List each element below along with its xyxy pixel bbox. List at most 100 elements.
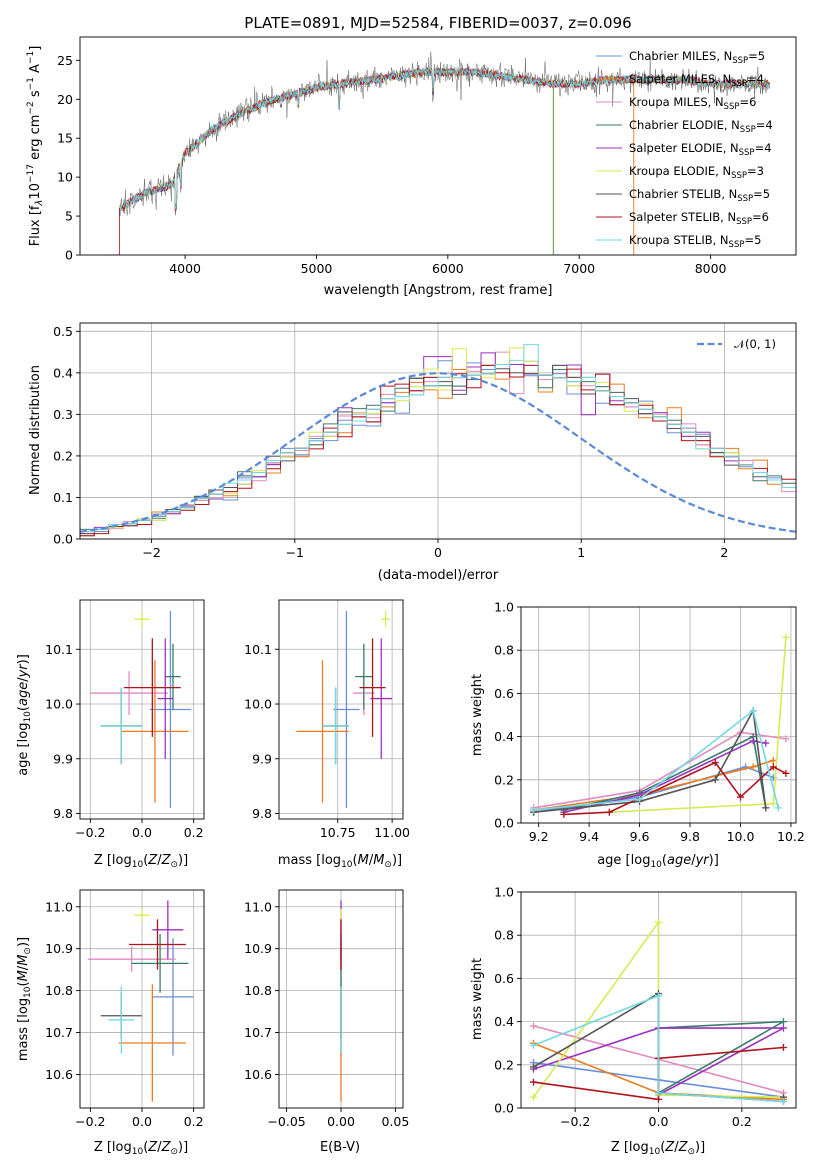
p5-xtick-label: 9.8	[680, 829, 700, 844]
mass-weight-vs-z-panel: −0.2 0.0 0.2 0.0 0.2 0.4 0.6 0.8 1.0	[494, 885, 797, 1129]
p4-xlabel: mass [log10(M/M⊙)]	[278, 853, 402, 870]
p5-marker-sS	[711, 759, 719, 767]
p5-marker-kM	[782, 735, 790, 743]
histogram-ytick-label: 0.2	[53, 448, 73, 463]
histogram-ytick-label: 0.3	[53, 407, 73, 422]
p4-ytick-label: 10.1	[244, 642, 272, 657]
p6-xtick-label: 0.0	[132, 1114, 152, 1129]
p8-marker-cE	[780, 1018, 787, 1026]
spectrum-xtick-label: 7000	[563, 261, 595, 276]
p5-marker-sM	[769, 756, 777, 764]
p4-ytick-label: 9.9	[252, 751, 272, 766]
p6-ytick-label: 11.0	[45, 899, 73, 914]
p8-series-kS	[533, 994, 784, 1103]
legend-label-sE: Salpeter ELODIE, NSSP=4	[629, 141, 772, 158]
spectrum-xtick-label: 5000	[301, 261, 333, 276]
p6-ytick-label: 10.9	[45, 941, 73, 956]
p5-ytick-label: 1.0	[494, 600, 514, 615]
p8-frame	[520, 891, 797, 1109]
p8-marker-sS	[530, 1078, 537, 1086]
legend-label-sM: Salpeter MILES, NSSP=4	[629, 72, 764, 89]
histogram-xtick-label: 0	[434, 545, 442, 560]
mass-weight-vs-age-panel: 9.2 9.4 9.6 9.8 10.0 10.2 0.0 0.2 0.4 0.6 0.8 1.0	[494, 600, 805, 845]
spectrum-xtick-label: 6000	[432, 261, 464, 276]
p8-series-sE	[533, 1027, 784, 1096]
histogram-xtick-label: 1	[577, 545, 585, 560]
p8-marker-kS	[655, 1089, 662, 1097]
spectrum-title: PLATE=0891, MJD=52584, FIBERID=0037, z=0…	[244, 14, 631, 32]
p5-xtick-label: 9.4	[579, 829, 599, 844]
histogram-xtick-label: −1	[286, 545, 304, 560]
spectrum-ytick-label: 0	[65, 248, 73, 263]
histogram-legend-label: 𝒩(0, 1)	[734, 337, 776, 351]
p3-ylabel: age [log10(age/yr)]	[16, 654, 33, 776]
p3-xlabel: Z [log10(Z/Z⊙)]	[94, 853, 188, 870]
spectrum-xlabel: wavelength [Angstrom, rest frame]	[324, 283, 553, 298]
spectrum-xtick-label: 8000	[695, 261, 727, 276]
p7-ytick-label: 11.0	[244, 899, 272, 914]
histogram-xtick-label: 2	[720, 545, 728, 560]
histogram-ytick-label: 0.4	[53, 365, 73, 380]
p8-ytick-label: 1.0	[494, 885, 514, 900]
p3-xtick-label: 0.0	[132, 825, 152, 840]
p8-ytick-label: 0.6	[494, 971, 514, 986]
p6-ytick-label: 10.7	[45, 1025, 73, 1040]
p8-xtick-label: 0.0	[649, 1114, 669, 1129]
p5-ytick-label: 0.8	[494, 643, 514, 658]
p8-marker-kS	[530, 1041, 537, 1049]
age-vs-z-panel: −0.2 0.0 0.2 9.8 9.9 10.0 10.1	[45, 599, 205, 840]
p7-xtick-label: 0.05	[381, 1114, 409, 1129]
p5-marker-cS	[711, 776, 719, 784]
p4-xtick-label: 11.00	[374, 825, 410, 840]
spectrum-xtick-label: 4000	[169, 261, 201, 276]
p5-xtick-label: 10.0	[727, 829, 755, 844]
histogram-steps	[80, 344, 796, 537]
p5-marker-kS	[530, 806, 538, 814]
p5-xtick-label: 10.2	[777, 829, 805, 844]
p8-xtick-label: 0.2	[732, 1114, 752, 1129]
p5-marker-sS	[605, 808, 613, 816]
spectrum-legend: Chabrier MILES, NSSP=5 Salpeter MILES, NS…	[596, 49, 773, 250]
p3-xtick-label: −0.2	[75, 825, 105, 840]
age-vs-mass-panel: 10.75 11.00 9.8 9.9 10.0 10.1	[244, 599, 410, 840]
p8-marker-cS	[530, 1063, 537, 1071]
p5-marker-sS	[560, 810, 568, 818]
p6-xlabel: Z [log10(Z/Z⊙)]	[94, 1140, 188, 1157]
p7-xtick-label: −0.05	[267, 1114, 305, 1129]
histogram-xlabel: (data-model)/error	[378, 568, 499, 583]
p5-marker-kS	[636, 795, 644, 803]
p5-marker-sE	[749, 737, 757, 745]
histogram-xtick-label: −2	[142, 545, 160, 560]
p4-ytick-label: 10.0	[244, 697, 272, 712]
p5-marker-sS	[736, 793, 744, 801]
spectrum-ytick-label: 15	[57, 131, 73, 146]
p8-marker-kM	[530, 1022, 537, 1030]
residual-histogram-panel: −2 −1 0 1 2 0.0 0.1 0.2 0.3 0.4 0.5 𝒩(0, 1)	[53, 322, 797, 560]
p7-ytick-label: 10.6	[244, 1067, 272, 1082]
p5-marker-cS	[762, 804, 770, 812]
legend-label-kS: Kroupa STELIB, NSSP=5	[629, 233, 761, 250]
p6-xtick-label: −0.2	[75, 1114, 105, 1129]
spectrum-lines	[106, 51, 771, 255]
histogram-frame	[79, 322, 797, 540]
p5-marker-sM	[749, 763, 757, 771]
p8-ytick-label: 0.8	[494, 928, 514, 943]
p4-ytick-label: 9.8	[252, 806, 272, 821]
p7-ytick-label: 10.8	[244, 983, 272, 998]
p6-ytick-label: 10.8	[45, 983, 73, 998]
legend-label-cE: Chabrier ELODIE, NSSP=4	[629, 118, 773, 135]
p5-marker-kS	[749, 707, 757, 715]
histogram-ytick-label: 0.5	[53, 324, 73, 339]
p7-xtick-label: 0.00	[327, 1114, 355, 1129]
p6-ytick-label: 10.6	[45, 1067, 73, 1082]
p3-ytick-label: 10.1	[45, 642, 73, 657]
p5-ytick-label: 0.0	[494, 816, 514, 831]
p3-frame	[79, 599, 205, 820]
p8-xtick-label: −0.2	[560, 1114, 590, 1129]
histogram-ylabel: Normed distribution	[28, 365, 43, 495]
p8-ytick-label: 0.2	[494, 1057, 514, 1072]
spectrum-frame	[79, 36, 797, 256]
p5-series-kM	[533, 731, 787, 809]
p5-marker-sE	[762, 739, 770, 747]
p5-marker-sS	[769, 763, 777, 771]
